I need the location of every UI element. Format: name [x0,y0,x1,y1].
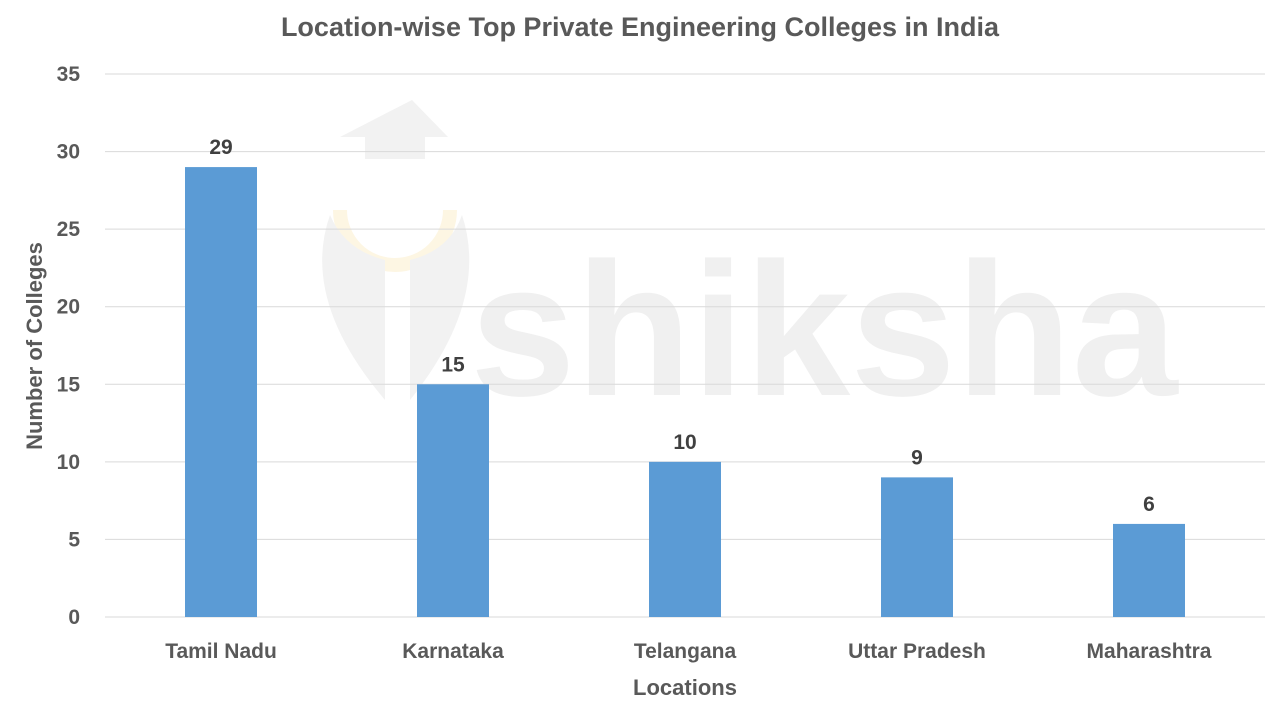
y-tick-label: 5 [68,528,80,551]
y-tick-label: 20 [57,296,80,319]
x-tick-label: Telangana [634,640,737,663]
watermark-text: shiksha [470,224,1179,436]
data-label: 10 [673,431,696,454]
x-tick-label: Maharashtra [1087,640,1212,663]
chart-title: Location-wise Top Private Engineering Co… [280,12,1000,42]
x-tick-label: Uttar Pradesh [848,640,986,663]
x-axis-label: Locations [633,675,737,700]
data-label: 6 [1143,493,1155,516]
shiksha-watermark-logo: shiksha [322,100,1179,436]
y-tick-label: 10 [57,451,80,474]
data-label: 9 [911,446,923,469]
y-tick-label: 30 [57,141,80,164]
x-tick-label: Karnataka [402,640,504,663]
data-label: 15 [441,353,465,376]
y-tick-label: 35 [57,63,81,86]
bar [881,477,953,617]
y-tick-label: 25 [57,218,81,241]
bar [185,167,257,618]
bar [649,461,721,617]
bar [1113,523,1185,617]
x-tick-label: Tamil Nadu [165,640,277,663]
y-tick-label: 15 [57,373,81,396]
bar [417,384,489,617]
data-label: 29 [209,136,232,159]
y-axis-label: Number of Colleges [22,242,47,450]
y-tick-label: 0 [68,606,80,629]
